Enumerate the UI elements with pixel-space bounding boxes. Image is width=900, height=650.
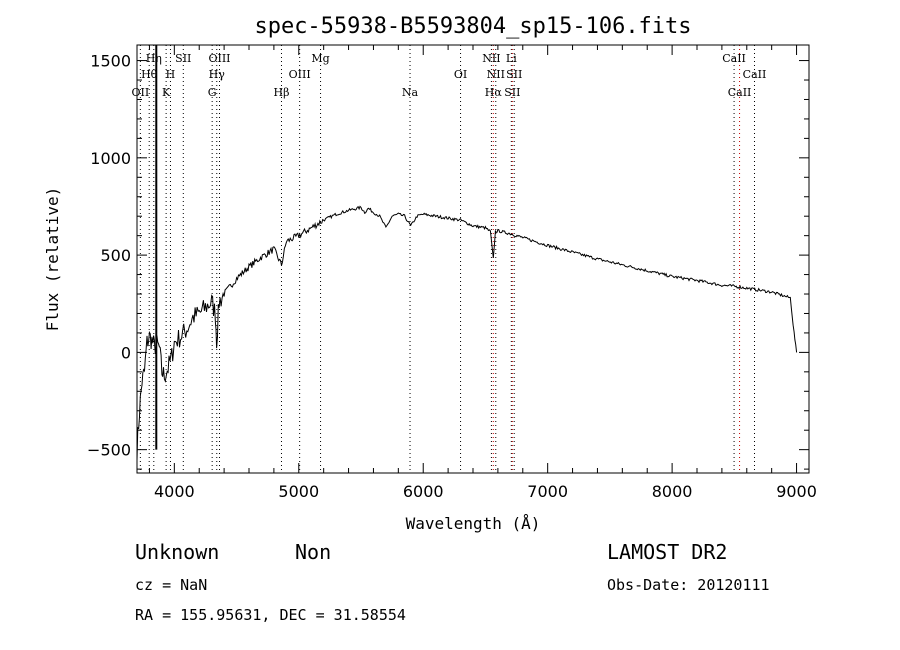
line-label-20: CaII (722, 52, 746, 65)
spectral-line-markers (139, 45, 755, 473)
line-label-18: SII (504, 86, 520, 99)
line-label-16: NII (487, 68, 505, 81)
chart-title: spec-55938-B5593804_sp15-106.fits (254, 14, 691, 39)
y-tick-label-3: 1000 (90, 149, 131, 168)
radec-label: RA = 155.95631, DEC = 31.58554 (135, 606, 406, 624)
x-tick-label-5: 9000 (776, 482, 817, 501)
line-label-8: OIII (208, 52, 230, 65)
line-label-21: CaII (728, 86, 752, 99)
subclass-label: Non (295, 540, 331, 564)
cz-label: cz = NaN (135, 576, 207, 594)
line-label-22: CaII (743, 68, 767, 81)
x-axis-label: Wavelength (Å) (406, 514, 541, 533)
line-label-4: H (166, 68, 176, 81)
line-label-17: Li (506, 52, 517, 65)
y-tick-label-2: 500 (100, 246, 131, 265)
line-label-1: Hθ (141, 68, 158, 81)
line-label-11: Mg (311, 52, 329, 65)
line-label-0: OII (132, 86, 150, 99)
x-tick-label-2: 6000 (403, 482, 444, 501)
line-label-6: G (208, 86, 217, 99)
y-axis: −500 0 500 1000 1500 (87, 52, 809, 470)
line-label-2: Hη (146, 52, 162, 65)
x-axis: 4000 5000 6000 7000 8000 9000 (148, 45, 817, 501)
series-flux-line (136, 205, 798, 461)
y-tick-label-1: 0 (121, 343, 131, 362)
x-tick-label-3: 7000 (527, 482, 568, 501)
spectral-line-labels: OIIHθHηKHSIIGHγOIIIHβOIIIMgNaOINIIHαNIIL… (132, 52, 767, 99)
x-tick-label-1: 5000 (278, 482, 319, 501)
obs-date-label: Obs-Date: 20120111 (607, 576, 770, 594)
line-label-12: Na (402, 86, 419, 99)
line-label-15: Hα (485, 86, 503, 99)
y-tick-label-4: 1500 (90, 52, 131, 71)
line-label-19: SII (506, 68, 522, 81)
plot-frame (136, 44, 810, 474)
class-label: Unknown (135, 540, 219, 564)
line-label-9: Hβ (274, 86, 290, 99)
x-tick-label-0: 4000 (154, 482, 195, 501)
x-tick-label-4: 8000 (652, 482, 693, 501)
y-axis-label: Flux (relative) (43, 187, 62, 332)
line-label-13: OI (454, 68, 467, 81)
line-label-14: NII (482, 52, 500, 65)
line-label-3: K (162, 86, 171, 99)
survey-label: LAMOST DR2 (607, 540, 727, 564)
line-label-10: OIII (289, 68, 311, 81)
line-label-5: SII (175, 52, 191, 65)
line-label-7: Hγ (209, 68, 226, 81)
y-tick-label-0: −500 (87, 441, 131, 460)
